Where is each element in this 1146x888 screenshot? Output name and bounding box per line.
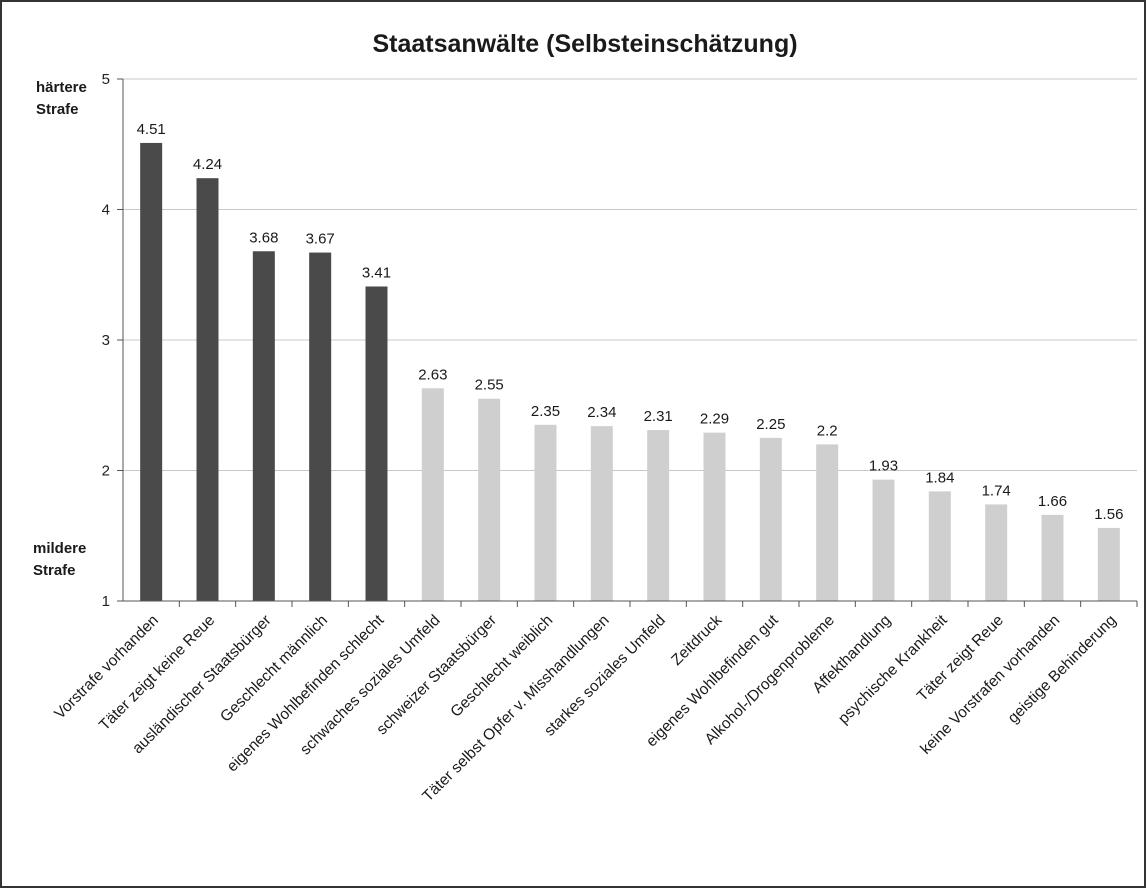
y-bottom-label: mildere Strafe <box>33 540 91 579</box>
bar <box>872 479 895 601</box>
bar <box>816 444 839 601</box>
bar <box>1097 527 1120 601</box>
data-label: 2.63 <box>418 366 447 383</box>
category-label: geistige Behinderung <box>1005 612 1120 727</box>
data-label: 2.34 <box>587 404 616 421</box>
bar <box>534 424 557 601</box>
x-axis <box>123 600 1138 607</box>
bar-series <box>140 142 1120 601</box>
data-label: 1.93 <box>869 458 898 475</box>
data-label: 2.2 <box>817 422 838 439</box>
bar <box>1041 514 1064 601</box>
bar <box>365 286 388 601</box>
bar <box>252 251 275 601</box>
bar <box>647 430 670 601</box>
gridlines <box>123 78 1137 471</box>
data-label: 4.51 <box>137 121 166 138</box>
data-label: 2.55 <box>475 377 504 394</box>
bar <box>928 491 951 601</box>
bar <box>309 252 332 601</box>
chart-title: Staatsanwälte (Selbsteinschätzung) <box>372 30 797 58</box>
category-label: Täter zeigt keine Reue <box>96 612 218 734</box>
data-label: 3.41 <box>362 264 391 281</box>
data-label: 2.31 <box>644 408 673 425</box>
data-label: 3.68 <box>249 229 278 246</box>
bar <box>590 426 613 601</box>
bar <box>478 398 501 601</box>
bar <box>703 432 726 601</box>
y-tick-label: 4 <box>102 202 110 219</box>
bar <box>140 142 163 601</box>
bar <box>196 178 219 601</box>
category-label: Zeitdruck <box>668 612 725 669</box>
y-top-label-line-1: härtere <box>36 79 87 96</box>
category-label: psychische Krankheit <box>835 611 951 727</box>
y-tick-label: 2 <box>102 463 110 480</box>
data-label: 1.56 <box>1094 506 1123 523</box>
data-label: 2.25 <box>756 416 785 433</box>
y-tick-label: 3 <box>102 332 110 349</box>
bar <box>421 388 444 601</box>
category-label: Geschlecht männlich <box>217 612 331 726</box>
y-bottom-label-line-1: mildere <box>33 540 86 557</box>
category-label: Geschlecht weiblich <box>447 612 556 721</box>
data-label: 2.29 <box>700 411 729 428</box>
data-label: 1.84 <box>925 469 954 486</box>
data-label: 1.74 <box>982 482 1011 499</box>
y-top-label-line-2: Strafe <box>36 101 79 118</box>
y-bottom-label-line-2: Strafe <box>33 562 76 579</box>
y-axis: 1 2 3 4 5 <box>102 71 124 610</box>
data-label: 4.24 <box>193 156 222 173</box>
y-tick-label: 5 <box>102 71 110 88</box>
y-tick-label: 1 <box>102 593 110 610</box>
data-label: 2.35 <box>531 403 560 420</box>
category-label: Vorstrafe vorhanden <box>51 612 162 723</box>
y-top-label: härtere Strafe <box>36 79 91 118</box>
bar <box>759 437 782 601</box>
data-label: 1.66 <box>1038 493 1067 510</box>
bar <box>985 504 1008 601</box>
data-labels: 4.51 4.24 3.68 3.67 3.41 2.63 2.55 2.35 2.34 2.31… <box>137 121 1124 523</box>
data-label: 3.67 <box>306 231 335 248</box>
